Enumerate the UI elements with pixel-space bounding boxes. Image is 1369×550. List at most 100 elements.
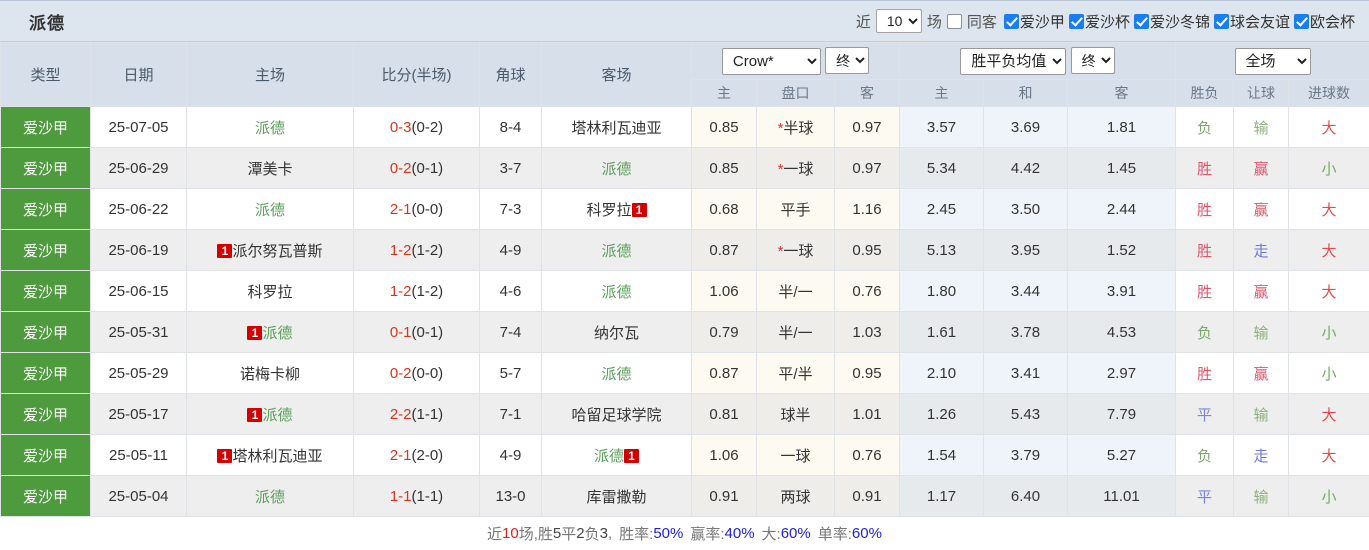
col-euro-draw[interactable]: 和 (984, 80, 1068, 107)
euro-away: 4.53 (1068, 312, 1176, 353)
col-corner[interactable]: 角球 (480, 43, 542, 107)
same-away-checkbox[interactable] (947, 14, 962, 29)
score-cell[interactable]: 0-2(0-1) (354, 148, 480, 189)
result-goals: 小 (1289, 148, 1369, 189)
match-type-badge[interactable]: 爱沙甲 (1, 435, 91, 476)
odds-away: 1.01 (835, 394, 900, 435)
home-team-cell[interactable]: 诺梅卡柳 (187, 353, 354, 394)
home-team-cell[interactable]: 派德 (187, 107, 354, 148)
league-checkbox-2[interactable] (1134, 14, 1149, 29)
league-label-1: 爱沙杯 (1085, 11, 1130, 32)
match-type-badge[interactable]: 爱沙甲 (1, 189, 91, 230)
corner-score: 8-4 (480, 107, 542, 148)
hcp-rate-value: 40% (725, 525, 755, 542)
away-team-cell[interactable]: 塔林利瓦迪亚 (542, 107, 692, 148)
euro-type-select[interactable]: 胜平负均值Bet365威廉希尔 (960, 48, 1066, 75)
result-header: 全场上半场 (1176, 43, 1369, 80)
match-type-badge[interactable]: 爱沙甲 (1, 476, 91, 517)
match-type-badge[interactable]: 爱沙甲 (1, 107, 91, 148)
col-result-goals[interactable]: 进球数 (1289, 80, 1369, 107)
home-team-cell[interactable]: 派德 (187, 189, 354, 230)
home-team-cell[interactable]: 派德 (187, 476, 354, 517)
corner-score: 4-9 (480, 230, 542, 271)
euro-home: 5.13 (900, 230, 984, 271)
team-name: 派德 (255, 489, 285, 506)
score-cell[interactable]: 1-2(1-2) (354, 230, 480, 271)
match-date: 25-05-17 (91, 394, 187, 435)
asian-phase-select[interactable]: 初终 (825, 47, 869, 74)
match-type-badge[interactable]: 爱沙甲 (1, 312, 91, 353)
league-label-0: 爱沙甲 (1020, 11, 1065, 32)
score-cell[interactable]: 1-2(1-2) (354, 271, 480, 312)
away-team-cell[interactable]: 库雷撒勒 (542, 476, 692, 517)
recent-count-select[interactable]: 6102030 (876, 9, 922, 33)
away-team-cell[interactable]: 纳尔瓦 (542, 312, 692, 353)
scope-select[interactable]: 全场上半场 (1235, 48, 1311, 75)
col-odds-handicap[interactable]: 盘口 (757, 80, 835, 107)
col-odds-home[interactable]: 主 (692, 80, 757, 107)
league-checkbox-3[interactable] (1214, 14, 1229, 29)
score-cell[interactable]: 0-1(0-1) (354, 312, 480, 353)
win-rate-label: 胜率: (619, 523, 653, 544)
away-team-cell[interactable]: 派德 (542, 353, 692, 394)
home-team-cell[interactable]: 科罗拉 (187, 271, 354, 312)
euro-phase-select[interactable]: 初终 (1071, 47, 1115, 74)
away-team-cell[interactable]: 派德 (542, 148, 692, 189)
col-type[interactable]: 类型 (1, 43, 91, 107)
table-head: 类型 日期 主场 比分(半场) 角球 客场 Crow*Bet365Macausl… (1, 43, 1369, 107)
odds-away: 0.95 (835, 353, 900, 394)
col-home[interactable]: 主场 (187, 43, 354, 107)
col-away[interactable]: 客场 (542, 43, 692, 107)
col-score[interactable]: 比分(半场) (354, 43, 480, 107)
score-cell[interactable]: 1-1(1-1) (354, 476, 480, 517)
league-checkbox-1[interactable] (1069, 14, 1084, 29)
score-cell[interactable]: 2-2(1-1) (354, 394, 480, 435)
result-handicap: 输 (1234, 312, 1289, 353)
score-cell[interactable]: 0-2(0-0) (354, 353, 480, 394)
league-checkbox-4[interactable] (1294, 14, 1309, 29)
recent-label: 近 (856, 11, 871, 32)
team-name: 派德 (255, 120, 285, 137)
col-odds-away[interactable]: 客 (835, 80, 900, 107)
score-cell[interactable]: 2-1(0-0) (354, 189, 480, 230)
match-type-badge[interactable]: 爱沙甲 (1, 271, 91, 312)
col-result-hcp[interactable]: 让球 (1234, 80, 1289, 107)
col-euro-away[interactable]: 客 (1068, 80, 1176, 107)
away-team-cell[interactable]: 派德 (542, 271, 692, 312)
away-team-cell[interactable]: 哈留足球学院 (542, 394, 692, 435)
euro-away: 1.81 (1068, 107, 1176, 148)
bookmaker-select[interactable]: Crow*Bet365Macauslot (722, 48, 821, 75)
away-team-cell[interactable]: 派德 (542, 230, 692, 271)
result-win-lose: 平 (1176, 394, 1234, 435)
red-card-icon: 1 (217, 449, 232, 463)
home-team-cell[interactable]: 潭美卡 (187, 148, 354, 189)
match-type-badge[interactable]: 爱沙甲 (1, 148, 91, 189)
col-date[interactable]: 日期 (91, 43, 187, 107)
score-cell[interactable]: 2-1(2-0) (354, 435, 480, 476)
match-type-badge[interactable]: 爱沙甲 (1, 230, 91, 271)
corner-score: 7-1 (480, 394, 542, 435)
league-checkbox-0[interactable] (1004, 14, 1019, 29)
match-date: 25-07-05 (91, 107, 187, 148)
match-type-badge[interactable]: 爱沙甲 (1, 394, 91, 435)
score-cell[interactable]: 0-3(0-2) (354, 107, 480, 148)
col-euro-home[interactable]: 主 (900, 80, 984, 107)
col-result-wl[interactable]: 胜负 (1176, 80, 1234, 107)
match-type-badge[interactable]: 爱沙甲 (1, 353, 91, 394)
